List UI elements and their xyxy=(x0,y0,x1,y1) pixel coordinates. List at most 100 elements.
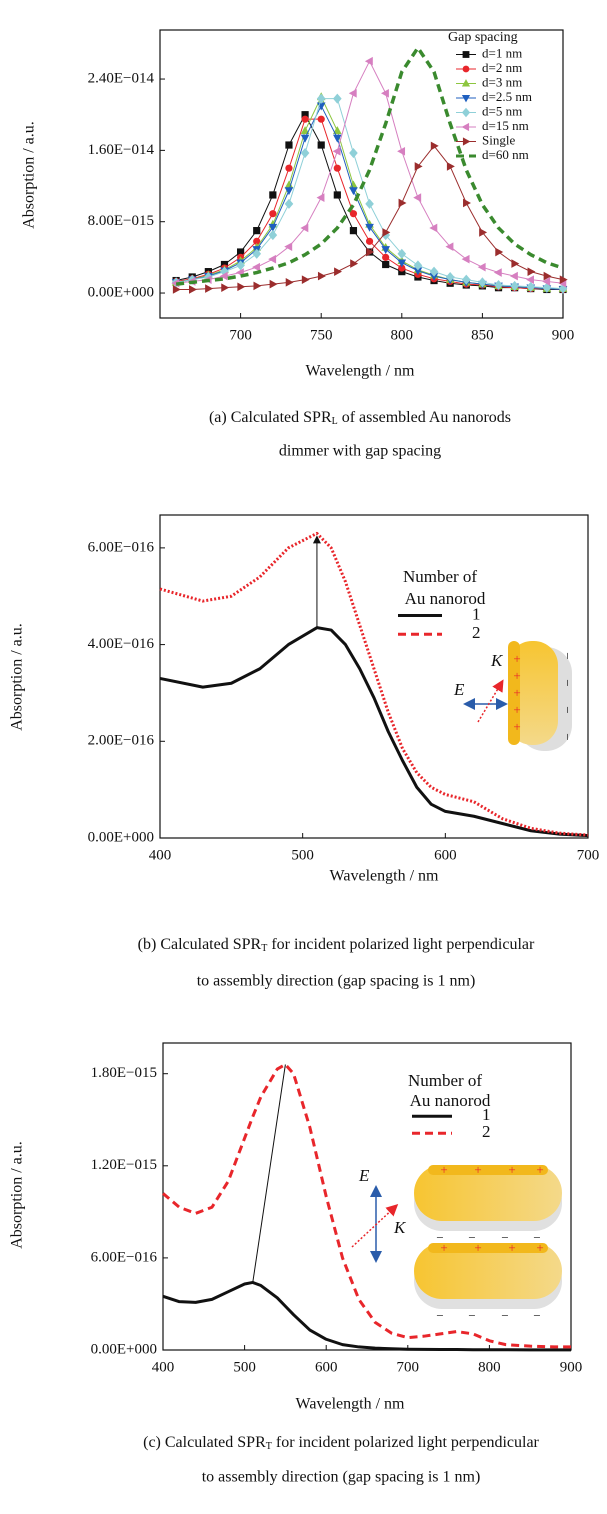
data-point xyxy=(189,285,197,294)
data-point xyxy=(269,279,278,289)
data-point xyxy=(397,248,407,259)
data-point xyxy=(397,259,407,268)
plus-charge: + xyxy=(513,685,520,700)
x-tick-label: 400 xyxy=(149,847,172,863)
x-tick-label: 600 xyxy=(434,847,457,863)
data-point xyxy=(349,187,358,196)
y-tick-label: 8.00E−015 xyxy=(88,213,154,229)
data-point xyxy=(205,284,214,293)
data-point xyxy=(365,223,374,232)
x-axis-label: Wavelength / nm xyxy=(330,868,439,885)
data-point xyxy=(349,210,358,218)
data-point xyxy=(316,193,325,202)
data-point xyxy=(301,275,310,284)
legend-label: 2 xyxy=(482,1122,491,1141)
data-point xyxy=(333,134,342,143)
minus-charge: − xyxy=(560,652,575,659)
y-axis-label: Absorption / a.u. xyxy=(21,121,38,229)
plus-charge: + xyxy=(513,702,520,717)
y-tick-label: 6.00E−016 xyxy=(91,1249,158,1265)
legend-label: d=3 nm xyxy=(482,74,522,89)
minus-charge: − xyxy=(560,706,575,713)
data-point xyxy=(349,180,358,189)
data-point xyxy=(285,164,293,172)
data-point xyxy=(349,148,358,159)
minus-charge: − xyxy=(501,1308,508,1323)
caption: (c) Calculated SPRT for incident polariz… xyxy=(143,1434,539,1453)
legend-title: Number of xyxy=(408,1071,482,1090)
data-point xyxy=(350,259,359,268)
y-tick-label: 1.60E−014 xyxy=(88,142,155,158)
data-point xyxy=(285,141,293,149)
y-tick-label: 1.80E−015 xyxy=(91,1065,157,1081)
data-point xyxy=(398,264,406,272)
data-point xyxy=(317,271,326,281)
caption: to assembly direction (gap spacing is 1 … xyxy=(202,1469,481,1486)
data-point xyxy=(253,281,262,291)
y-tick-label: 6.00E−016 xyxy=(88,539,155,555)
caption-text: (b) Calculated SPR xyxy=(138,936,262,953)
data-point xyxy=(333,164,341,172)
legend-marker xyxy=(462,137,471,146)
plot-frame xyxy=(159,514,589,839)
rod xyxy=(414,1243,562,1299)
data-point xyxy=(542,277,551,286)
plus-charge: + xyxy=(513,651,520,666)
y-tick-label: 0.00E+000 xyxy=(88,284,154,300)
x-tick-label: 500 xyxy=(291,847,314,863)
legend-marker xyxy=(461,94,471,103)
x-tick-label: 900 xyxy=(552,327,575,343)
data-point xyxy=(477,262,486,272)
data-point xyxy=(494,279,503,291)
data-point xyxy=(252,262,260,272)
data-point xyxy=(526,281,536,292)
caption: to assembly direction (gap spacing is 1 … xyxy=(197,973,476,990)
caption-subscript: L xyxy=(332,416,338,427)
data-point xyxy=(349,227,358,235)
data-point xyxy=(382,228,391,237)
y-tick-label: 0.00E+000 xyxy=(88,829,154,845)
minus-charge: − xyxy=(501,1230,508,1245)
legend-marker xyxy=(462,51,470,58)
legend-label: d=60 nm xyxy=(482,147,529,162)
data-point xyxy=(413,193,422,202)
data-point xyxy=(221,283,230,293)
x-tick-label: 750 xyxy=(310,327,333,343)
legend-marker xyxy=(461,79,471,87)
rod-edge xyxy=(428,1243,548,1253)
series-line xyxy=(162,1062,571,1349)
series-line xyxy=(159,626,589,838)
data-point xyxy=(526,275,534,284)
plus-charge: + xyxy=(536,1240,543,1255)
rod xyxy=(414,1165,562,1221)
minus-charge: − xyxy=(436,1308,443,1323)
legend-title: Au nanorod xyxy=(405,589,486,608)
y-tick-label: 2.40E−014 xyxy=(88,70,155,86)
series-line xyxy=(162,1280,571,1352)
x-tick-label: 700 xyxy=(229,327,252,343)
e-label: E xyxy=(453,680,465,699)
y-tick-label: 4.00E−016 xyxy=(88,636,155,652)
legend-marker xyxy=(462,65,470,73)
data-point xyxy=(268,254,277,264)
data-point xyxy=(429,266,439,277)
data-point xyxy=(333,93,342,104)
data-point xyxy=(478,277,487,288)
data-point xyxy=(461,254,470,264)
rod xyxy=(508,641,558,745)
data-point xyxy=(269,210,277,218)
data-point xyxy=(365,198,374,209)
data-point xyxy=(413,267,423,276)
x-tick-label: 400 xyxy=(152,1359,175,1375)
x-tick-label: 800 xyxy=(478,1359,501,1375)
data-point xyxy=(510,280,519,291)
data-point xyxy=(301,115,309,123)
plot-frame xyxy=(159,29,564,319)
data-point xyxy=(252,248,262,259)
plot-frame xyxy=(162,1042,572,1351)
legend-label: Single xyxy=(482,132,515,147)
legend-label: 1 xyxy=(482,1105,491,1124)
data-point xyxy=(429,272,439,281)
minus-charge: − xyxy=(533,1308,540,1323)
